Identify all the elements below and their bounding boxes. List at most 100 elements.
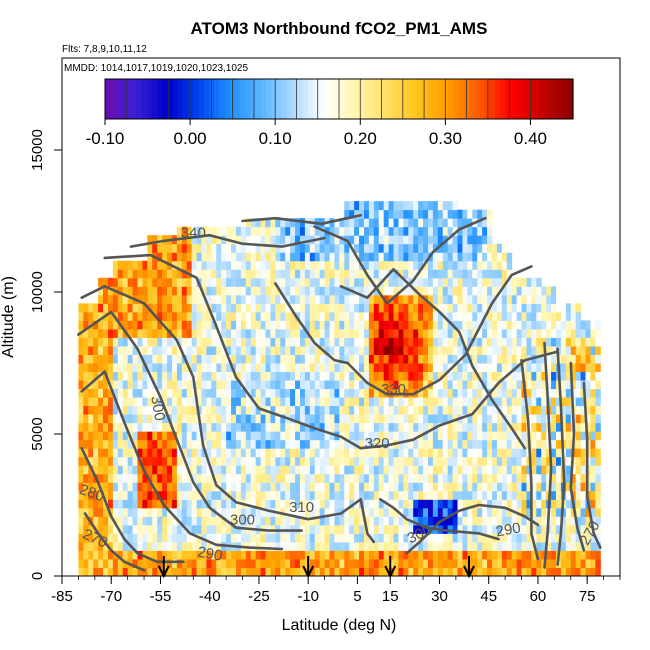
heatmap-cell [231,405,237,415]
contour-line [77,310,303,532]
heatmap-cell [501,465,508,475]
heatmap-cell [162,328,168,338]
heatmap-cell [299,397,306,407]
heatmap-cell [383,414,390,424]
heatmap-cell [516,422,523,432]
heatmap-cell [546,311,552,321]
heatmap-cell [393,252,399,262]
heatmap-cell [413,218,419,228]
heatmap-cell [496,541,503,551]
heatmap-cell [378,337,385,347]
heatmap-cell [575,439,582,449]
heatmap-cell [383,320,390,330]
heatmap-cell [221,269,227,279]
heatmap-cell [162,286,168,296]
heatmap-cell [285,541,291,551]
heatmap-cell [157,550,163,560]
heatmap-cell [344,303,350,313]
heatmap-cell [245,397,252,407]
heatmap-cell [501,431,508,441]
heatmap-cell [265,235,271,245]
heatmap-cell [487,260,493,270]
heatmap-cell [240,405,247,415]
heatmap-cell [555,524,562,534]
heatmap-cell [467,286,473,296]
heatmap-cell [191,482,198,492]
heatmap-cell [275,371,281,381]
heatmap-cell [275,473,281,483]
heatmap-cell [565,345,572,355]
heatmap-cell [117,303,124,313]
heatmap-cell [122,516,129,526]
heatmap-cell [260,414,267,424]
heatmap-cell [427,337,434,347]
heatmap-cell [393,303,399,313]
heatmap-cell [112,558,119,568]
heatmap-cell [516,414,523,424]
heatmap-cell [309,465,316,475]
heatmap-cell [344,558,350,568]
heatmap-cell [447,252,454,262]
heatmap-cell [590,345,596,355]
heatmap-cell [413,524,419,534]
heatmap-cell [373,380,380,390]
heatmap-cell [181,320,188,330]
heatmap-cell [516,345,523,355]
heatmap-cell [570,567,577,576]
heatmap-cell [211,448,217,458]
heatmap-cell [526,371,532,381]
heatmap-cell [309,456,316,466]
heatmap-cell [147,473,153,483]
heatmap-cell [181,235,188,245]
heatmap-cell [373,201,380,211]
heatmap-cell [93,422,99,432]
heatmap-cell [191,286,198,296]
heatmap-cell [432,209,439,219]
heatmap-cell [88,422,94,432]
heatmap-cell [477,524,483,534]
heatmap-cell [359,456,365,466]
heatmap-cell [83,311,89,321]
heatmap-cell [516,303,523,313]
heatmap-cell [309,388,316,398]
heatmap-cell [162,337,168,347]
heatmap-cell [487,294,493,304]
heatmap-cell [418,516,424,526]
heatmap-cell [191,456,198,466]
heatmap-cell [162,243,168,253]
heatmap-cell [265,422,271,432]
heatmap-cell [546,337,552,347]
heatmap-cell [472,397,478,407]
heatmap-cell [452,294,459,304]
heatmap-cell [196,243,202,253]
heatmap-cell [403,397,409,407]
heatmap-cell [521,414,527,424]
heatmap-cell [157,473,163,483]
heatmap-cell [147,533,153,543]
heatmap-cell [285,363,291,373]
heatmap-cell [235,558,242,568]
heatmap-cell [196,431,202,441]
heatmap-cell [147,550,153,560]
heatmap-cell [506,456,513,466]
heatmap-cell [152,397,158,407]
heatmap-cell [304,345,311,355]
heatmap-cell [467,482,473,492]
heatmap-cell [432,260,439,270]
heatmap-cell [216,277,222,287]
heatmap-cell [472,456,478,466]
heatmap-cell [555,303,562,313]
heatmap-cell [368,388,375,398]
heatmap-cell [290,303,296,313]
heatmap-cell [373,558,380,568]
heatmap-cell [590,490,596,500]
heatmap-cell [334,311,340,321]
heatmap-cell [231,422,237,432]
heatmap-cell [427,371,434,381]
heatmap-cell [235,328,242,338]
heatmap-cell [477,541,483,551]
heatmap-cell [304,533,311,543]
contour-line [405,503,540,555]
heatmap-cell [275,277,281,287]
heatmap-cell [590,422,596,432]
